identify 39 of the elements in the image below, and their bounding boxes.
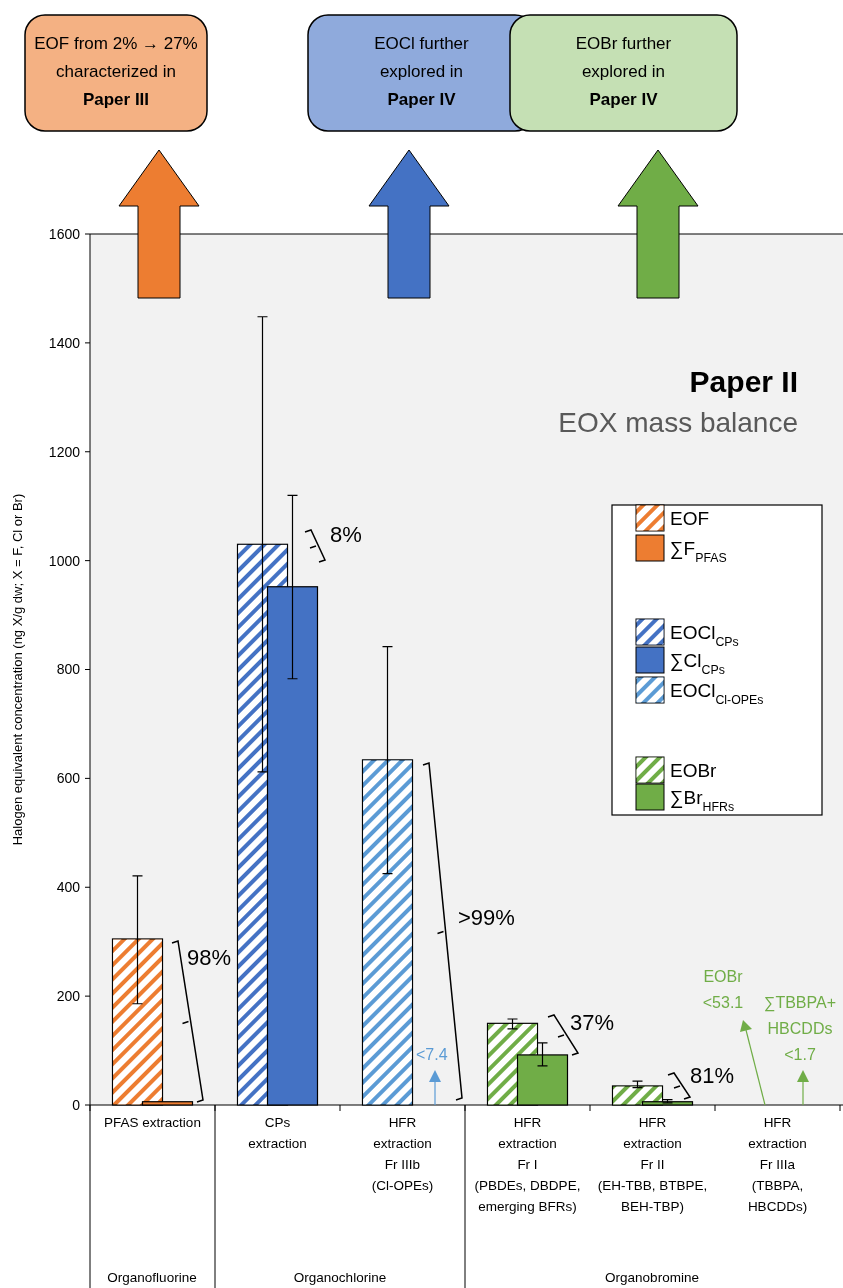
y-tick-label: 200	[56, 988, 81, 1005]
y-tick-label: 1000	[48, 552, 81, 569]
y-tick-label: 1600	[48, 225, 81, 242]
annotation: 8%	[330, 522, 362, 547]
legend-label: ∑Cl$_{CPs}$	[670, 650, 725, 677]
text: EOBr further explored in Paper IV	[575, 34, 672, 109]
y-tick-label: 0	[72, 1096, 81, 1113]
y-axis-title: Halogen equivalent concentration (ng X/g dw; X = F, Cl or Br)	[10, 493, 25, 846]
annotation: EOX mass balance	[558, 407, 798, 438]
legend-label: EOF	[670, 508, 710, 529]
legend-label: EOBr	[670, 760, 718, 781]
y-tick-label: 800	[56, 661, 81, 678]
legend-label: ∑Br$_{HFRs}$	[670, 787, 735, 814]
annotation: ∑TBBPA+ HBCDDs <1.7	[763, 994, 837, 1063]
y-tick-label: 600	[56, 770, 81, 787]
annotation: EOBr <53.1	[702, 968, 744, 1011]
text: Organofluorine	[107, 1270, 197, 1285]
x-tick-label: HFR extraction Fr IIIa (TBBPA, HBCDDs)	[747, 1115, 808, 1214]
x-tick-label: CPs extraction	[248, 1115, 307, 1151]
text: EOCl further explored in Paper IV	[374, 34, 470, 109]
text: EOF from 2% → 27% characterized in Paper III	[34, 34, 198, 109]
annotation: <7.4	[416, 1046, 448, 1063]
x-tick-label: PFAS extraction	[104, 1115, 201, 1130]
x-tick-label: HFR extraction Fr I (PBDEs, DBDPE, emerging BFRs)	[474, 1115, 581, 1214]
legend-label: EOCl$_{CPs}$	[670, 622, 739, 649]
y-tick-label: 1400	[48, 334, 81, 351]
legend-label: ∑F$_{PFAS}$	[670, 538, 727, 565]
text: Organobromine	[605, 1270, 699, 1285]
text: Organochlorine	[293, 1270, 387, 1285]
annotation: >99%	[458, 905, 515, 930]
legend-label: EOCl$_{Cl-OPEs}$	[670, 680, 764, 707]
x-tick-label: HFR extraction Fr IIIb (Cl-OPEs)	[371, 1115, 434, 1193]
annotation: 37%	[570, 1010, 615, 1035]
annotation: Paper II	[689, 365, 798, 398]
annotation: 98%	[187, 945, 232, 970]
annotation: 81%	[690, 1063, 735, 1088]
y-tick-label: 1200	[48, 443, 81, 460]
x-tick-label: HFR extraction Fr II (EH-TBB, BTBPE, BEH-TBP)	[597, 1115, 708, 1214]
y-tick-label: 400	[56, 879, 81, 896]
